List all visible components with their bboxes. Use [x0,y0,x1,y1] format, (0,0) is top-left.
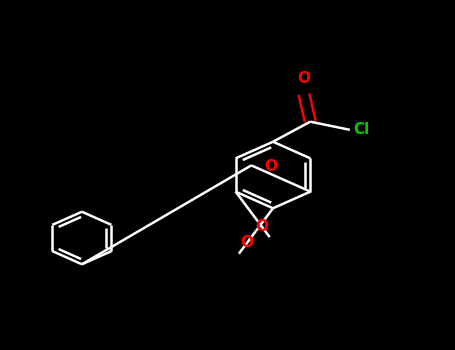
Text: O: O [240,235,253,250]
Text: O: O [298,71,310,86]
Text: O: O [255,218,268,233]
Text: Cl: Cl [354,122,370,137]
Text: O: O [264,159,277,174]
